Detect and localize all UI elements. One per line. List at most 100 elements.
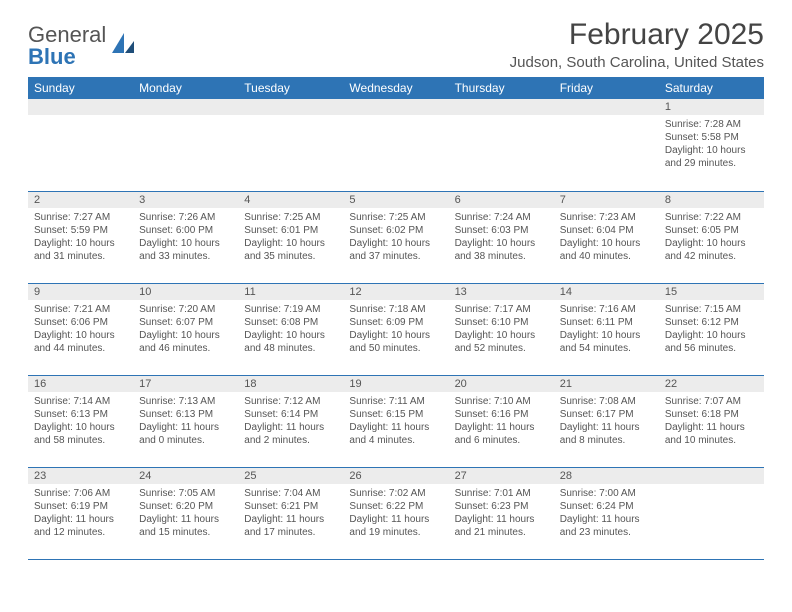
daylight-label: Daylight: 11 hours and 12 minutes. bbox=[34, 513, 127, 539]
brand-logo: General Blue bbox=[28, 18, 136, 68]
location-label: Judson, South Carolina, United States bbox=[510, 54, 764, 71]
calendar-cell: 4Sunrise: 7:25 AMSunset: 6:01 PMDaylight… bbox=[238, 191, 343, 283]
day-number: 22 bbox=[659, 376, 764, 392]
sunrise-label: Sunrise: 7:17 AM bbox=[455, 303, 548, 316]
calendar-cell bbox=[28, 99, 133, 191]
day-details bbox=[343, 115, 448, 120]
sunrise-label: Sunrise: 7:15 AM bbox=[665, 303, 758, 316]
weekday-header: Wednesday bbox=[343, 77, 448, 99]
sunset-label: Sunset: 6:02 PM bbox=[349, 224, 442, 237]
daylight-label: Daylight: 10 hours and 52 minutes. bbox=[455, 329, 548, 355]
day-number bbox=[343, 99, 448, 115]
day-number: 27 bbox=[449, 468, 554, 484]
sunset-label: Sunset: 6:23 PM bbox=[455, 500, 548, 513]
calendar-cell bbox=[343, 99, 448, 191]
sunrise-label: Sunrise: 7:12 AM bbox=[244, 395, 337, 408]
sunset-label: Sunset: 6:04 PM bbox=[560, 224, 653, 237]
day-details: Sunrise: 7:01 AMSunset: 6:23 PMDaylight:… bbox=[449, 484, 554, 541]
day-number: 12 bbox=[343, 284, 448, 300]
sunset-label: Sunset: 6:15 PM bbox=[349, 408, 442, 421]
day-details: Sunrise: 7:22 AMSunset: 6:05 PMDaylight:… bbox=[659, 208, 764, 265]
calendar-table: SundayMondayTuesdayWednesdayThursdayFrid… bbox=[28, 77, 764, 560]
day-number: 20 bbox=[449, 376, 554, 392]
daylight-label: Daylight: 11 hours and 15 minutes. bbox=[139, 513, 232, 539]
day-details: Sunrise: 7:27 AMSunset: 5:59 PMDaylight:… bbox=[28, 208, 133, 265]
daylight-label: Daylight: 10 hours and 35 minutes. bbox=[244, 237, 337, 263]
day-details: Sunrise: 7:10 AMSunset: 6:16 PMDaylight:… bbox=[449, 392, 554, 449]
daylight-label: Daylight: 11 hours and 17 minutes. bbox=[244, 513, 337, 539]
daylight-label: Daylight: 10 hours and 54 minutes. bbox=[560, 329, 653, 355]
daylight-label: Daylight: 10 hours and 40 minutes. bbox=[560, 237, 653, 263]
sunset-label: Sunset: 5:59 PM bbox=[34, 224, 127, 237]
calendar-cell bbox=[238, 99, 343, 191]
header: General Blue February 2025 Judson, South… bbox=[28, 18, 764, 71]
calendar-row: 16Sunrise: 7:14 AMSunset: 6:13 PMDayligh… bbox=[28, 375, 764, 467]
calendar-cell: 16Sunrise: 7:14 AMSunset: 6:13 PMDayligh… bbox=[28, 375, 133, 467]
daylight-label: Daylight: 10 hours and 33 minutes. bbox=[139, 237, 232, 263]
sunrise-label: Sunrise: 7:22 AM bbox=[665, 211, 758, 224]
calendar-cell: 10Sunrise: 7:20 AMSunset: 6:07 PMDayligh… bbox=[133, 283, 238, 375]
calendar-cell: 11Sunrise: 7:19 AMSunset: 6:08 PMDayligh… bbox=[238, 283, 343, 375]
day-number bbox=[659, 468, 764, 484]
daylight-label: Daylight: 11 hours and 8 minutes. bbox=[560, 421, 653, 447]
calendar-cell: 1Sunrise: 7:28 AMSunset: 5:58 PMDaylight… bbox=[659, 99, 764, 191]
day-number bbox=[133, 99, 238, 115]
day-number: 25 bbox=[238, 468, 343, 484]
day-details bbox=[238, 115, 343, 120]
day-details: Sunrise: 7:25 AMSunset: 6:01 PMDaylight:… bbox=[238, 208, 343, 265]
daylight-label: Daylight: 11 hours and 2 minutes. bbox=[244, 421, 337, 447]
weekday-header: Sunday bbox=[28, 77, 133, 99]
day-number: 21 bbox=[554, 376, 659, 392]
day-number: 3 bbox=[133, 192, 238, 208]
calendar-cell: 23Sunrise: 7:06 AMSunset: 6:19 PMDayligh… bbox=[28, 467, 133, 559]
day-details bbox=[554, 115, 659, 120]
day-details: Sunrise: 7:12 AMSunset: 6:14 PMDaylight:… bbox=[238, 392, 343, 449]
sunset-label: Sunset: 6:08 PM bbox=[244, 316, 337, 329]
sunset-label: Sunset: 6:22 PM bbox=[349, 500, 442, 513]
daylight-label: Daylight: 10 hours and 38 minutes. bbox=[455, 237, 548, 263]
day-details: Sunrise: 7:21 AMSunset: 6:06 PMDaylight:… bbox=[28, 300, 133, 357]
sunset-label: Sunset: 6:20 PM bbox=[139, 500, 232, 513]
day-details: Sunrise: 7:16 AMSunset: 6:11 PMDaylight:… bbox=[554, 300, 659, 357]
sunset-label: Sunset: 6:16 PM bbox=[455, 408, 548, 421]
calendar-cell bbox=[554, 99, 659, 191]
sunset-label: Sunset: 6:00 PM bbox=[139, 224, 232, 237]
daylight-label: Daylight: 11 hours and 19 minutes. bbox=[349, 513, 442, 539]
calendar-cell bbox=[659, 467, 764, 559]
title-block: February 2025 Judson, South Carolina, Un… bbox=[510, 18, 764, 71]
calendar-cell: 7Sunrise: 7:23 AMSunset: 6:04 PMDaylight… bbox=[554, 191, 659, 283]
day-details: Sunrise: 7:18 AMSunset: 6:09 PMDaylight:… bbox=[343, 300, 448, 357]
day-details: Sunrise: 7:28 AMSunset: 5:58 PMDaylight:… bbox=[659, 115, 764, 172]
day-number bbox=[238, 99, 343, 115]
sunrise-label: Sunrise: 7:16 AM bbox=[560, 303, 653, 316]
day-details: Sunrise: 7:07 AMSunset: 6:18 PMDaylight:… bbox=[659, 392, 764, 449]
sunrise-label: Sunrise: 7:04 AM bbox=[244, 487, 337, 500]
day-details: Sunrise: 7:24 AMSunset: 6:03 PMDaylight:… bbox=[449, 208, 554, 265]
day-number: 1 bbox=[659, 99, 764, 115]
daylight-label: Daylight: 10 hours and 29 minutes. bbox=[665, 144, 758, 170]
sunrise-label: Sunrise: 7:21 AM bbox=[34, 303, 127, 316]
sunrise-label: Sunrise: 7:08 AM bbox=[560, 395, 653, 408]
sunrise-label: Sunrise: 7:20 AM bbox=[139, 303, 232, 316]
daylight-label: Daylight: 10 hours and 50 minutes. bbox=[349, 329, 442, 355]
sunset-label: Sunset: 6:01 PM bbox=[244, 224, 337, 237]
sunset-label: Sunset: 6:12 PM bbox=[665, 316, 758, 329]
day-number: 15 bbox=[659, 284, 764, 300]
sunset-label: Sunset: 6:11 PM bbox=[560, 316, 653, 329]
day-details bbox=[133, 115, 238, 120]
day-number bbox=[449, 99, 554, 115]
weekday-header: Saturday bbox=[659, 77, 764, 99]
day-details: Sunrise: 7:04 AMSunset: 6:21 PMDaylight:… bbox=[238, 484, 343, 541]
calendar-cell: 27Sunrise: 7:01 AMSunset: 6:23 PMDayligh… bbox=[449, 467, 554, 559]
day-details: Sunrise: 7:15 AMSunset: 6:12 PMDaylight:… bbox=[659, 300, 764, 357]
sunrise-label: Sunrise: 7:10 AM bbox=[455, 395, 548, 408]
day-details: Sunrise: 7:11 AMSunset: 6:15 PMDaylight:… bbox=[343, 392, 448, 449]
calendar-cell: 5Sunrise: 7:25 AMSunset: 6:02 PMDaylight… bbox=[343, 191, 448, 283]
sunset-label: Sunset: 6:10 PM bbox=[455, 316, 548, 329]
sunrise-label: Sunrise: 7:02 AM bbox=[349, 487, 442, 500]
day-number: 6 bbox=[449, 192, 554, 208]
day-details: Sunrise: 7:13 AMSunset: 6:13 PMDaylight:… bbox=[133, 392, 238, 449]
day-number: 24 bbox=[133, 468, 238, 484]
sunrise-label: Sunrise: 7:01 AM bbox=[455, 487, 548, 500]
day-number: 16 bbox=[28, 376, 133, 392]
